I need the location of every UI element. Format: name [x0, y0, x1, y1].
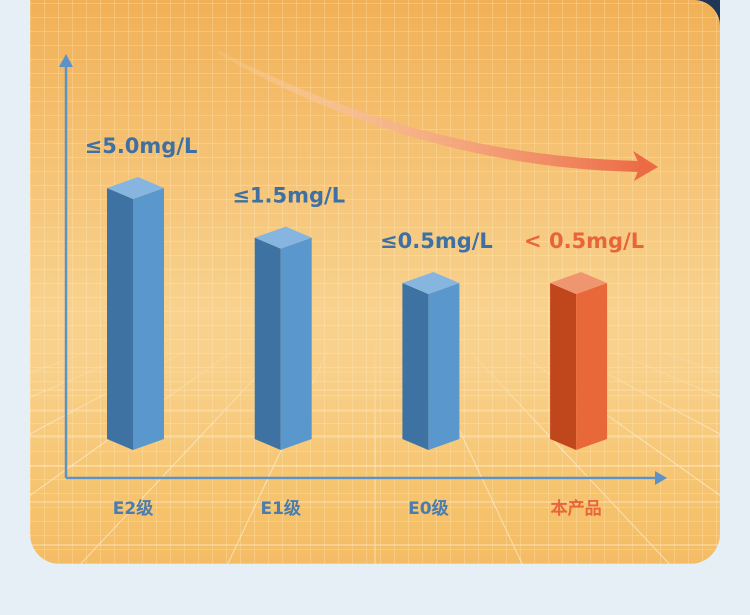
bar-left-face — [550, 282, 577, 450]
category-label-1: E2级 — [113, 498, 153, 519]
bar-left-face — [254, 237, 281, 450]
category-labels: E2级 E1级 E0级 本产品 — [113, 498, 602, 519]
bar-2 — [254, 226, 312, 450]
bar-right-face — [576, 282, 608, 450]
bars — [107, 176, 608, 450]
bar-1 — [107, 176, 164, 450]
bar-top-face — [107, 176, 164, 199]
trend-arrow-head — [633, 151, 658, 181]
y-axis-arrow-icon — [59, 54, 73, 67]
bar-right-face — [280, 237, 312, 450]
axes — [59, 54, 667, 485]
bar-3 — [402, 271, 460, 450]
bar-right-face — [428, 282, 460, 450]
bar-top-face — [254, 226, 312, 249]
trend-arrow-body — [218, 50, 641, 172]
bar-left-face — [402, 282, 429, 450]
bar-top-face — [550, 271, 608, 294]
value-label-2: ≤1.5mg/L — [232, 184, 345, 208]
category-label-3: E0级 — [408, 498, 448, 519]
category-label-2: E1级 — [260, 498, 300, 519]
bar-left-face — [107, 187, 133, 450]
category-label-4: 本产品 — [551, 498, 602, 519]
floor-grid — [30, 249, 720, 564]
floor-grid-lines — [30, 249, 720, 564]
value-label-4: < 0.5mg/L — [524, 229, 644, 253]
bar-4 — [550, 271, 608, 450]
value-label-3: ≤0.5mg/L — [380, 229, 493, 253]
bar-right-face — [133, 187, 164, 450]
x-axis-arrow-icon — [655, 471, 667, 485]
value-labels: ≤5.0mg/L ≤1.5mg/L ≤0.5mg/L < 0.5mg/L — [85, 134, 645, 253]
value-label-1: ≤5.0mg/L — [85, 134, 198, 158]
trend-arrow — [218, 50, 658, 181]
bar-top-face — [402, 271, 460, 294]
